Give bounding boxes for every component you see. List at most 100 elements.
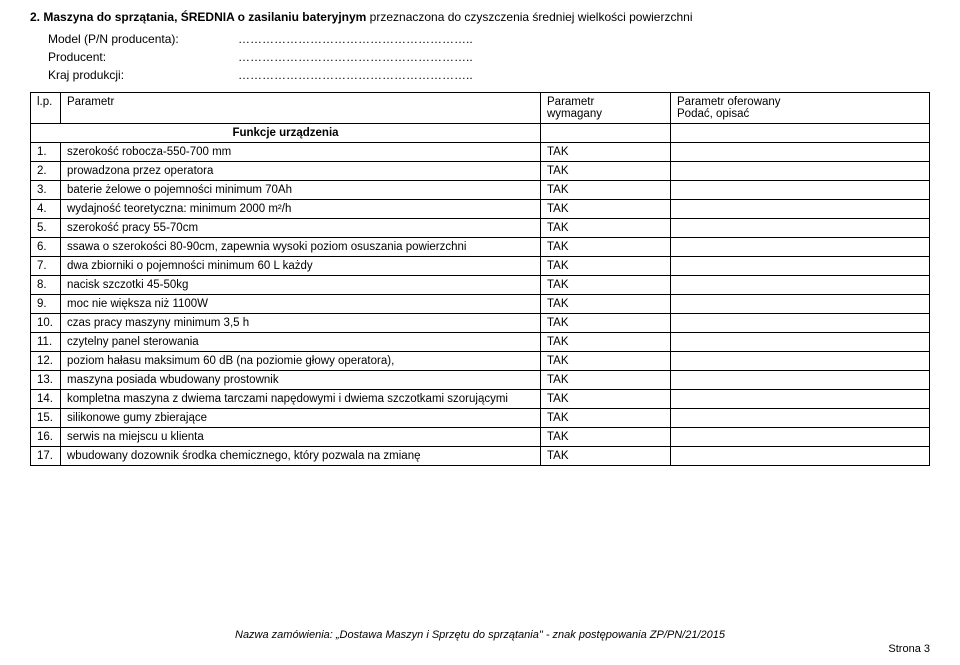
meta-model-label: Model (P/N producenta): xyxy=(48,32,238,46)
section-number: 2. xyxy=(30,10,40,24)
cell-param: czytelny panel sterowania xyxy=(61,333,541,352)
cell-param: szerokość pracy 55-70cm xyxy=(61,219,541,238)
cell-lp: 6. xyxy=(31,238,61,257)
cell-lp: 5. xyxy=(31,219,61,238)
table-row: 14.kompletna maszyna z dwiema tarczami n… xyxy=(31,390,930,409)
cell-lp: 4. xyxy=(31,200,61,219)
cell-param: wydajność teoretyczna: minimum 2000 m²/h xyxy=(61,200,541,219)
th-req: Parametr wymagany xyxy=(541,93,671,124)
meta-producent-label: Producent: xyxy=(48,50,238,64)
cell-lp: 7. xyxy=(31,257,61,276)
cell-req: TAK xyxy=(541,428,671,447)
funkcje-empty-req xyxy=(541,124,671,143)
cell-off xyxy=(671,257,930,276)
cell-req: TAK xyxy=(541,219,671,238)
cell-param: prowadzona przez operatora xyxy=(61,162,541,181)
footer-page: Strona 3 xyxy=(30,643,930,655)
cell-param: dwa zbiorniki o pojemności minimum 60 L … xyxy=(61,257,541,276)
cell-param: ssawa o szerokości 80-90cm, zapewnia wys… xyxy=(61,238,541,257)
table-row: 4.wydajność teoretyczna: minimum 2000 m²… xyxy=(31,200,930,219)
cell-param: maszyna posiada wbudowany prostownik xyxy=(61,371,541,390)
th-param: Parametr xyxy=(61,93,541,124)
cell-param: szerokość robocza-550-700 mm xyxy=(61,143,541,162)
table-row: 3.baterie żelowe o pojemności minimum 70… xyxy=(31,181,930,200)
th-lp: l.p. xyxy=(31,93,61,124)
cell-param: baterie żelowe o pojemności minimum 70Ah xyxy=(61,181,541,200)
cell-off xyxy=(671,333,930,352)
table-row: 10.czas pracy maszyny minimum 3,5 hTAK xyxy=(31,314,930,333)
cell-lp: 1. xyxy=(31,143,61,162)
section-title-rest: przeznaczona do czyszczenia średniej wie… xyxy=(366,10,692,24)
th-off-line2: Podać, opisać xyxy=(677,108,749,120)
table-row: 8.nacisk szczotki 45-50kgTAK xyxy=(31,276,930,295)
table-row: 17.wbudowany dozownik środka chemicznego… xyxy=(31,447,930,466)
cell-off xyxy=(671,143,930,162)
cell-lp: 17. xyxy=(31,447,61,466)
cell-req: TAK xyxy=(541,314,671,333)
cell-param: serwis na miejscu u klienta xyxy=(61,428,541,447)
cell-param: czas pracy maszyny minimum 3,5 h xyxy=(61,314,541,333)
cell-off xyxy=(671,295,930,314)
cell-off xyxy=(671,314,930,333)
table-row: 2.prowadzona przez operatoraTAK xyxy=(31,162,930,181)
cell-lp: 10. xyxy=(31,314,61,333)
th-req-line2: wymagany xyxy=(547,108,602,120)
cell-lp: 15. xyxy=(31,409,61,428)
cell-off xyxy=(671,276,930,295)
cell-off xyxy=(671,219,930,238)
cell-req: TAK xyxy=(541,333,671,352)
cell-off xyxy=(671,162,930,181)
cell-lp: 16. xyxy=(31,428,61,447)
meta-producent-dots: ………………………………………………….. xyxy=(238,50,473,64)
th-off: Parametr oferowany Podać, opisać xyxy=(671,93,930,124)
section-heading: 2. Maszyna do sprzątania, ŚREDNIA o zasi… xyxy=(30,10,930,24)
table-row: 12.poziom hałasu maksimum 60 dB (na pozi… xyxy=(31,352,930,371)
meta-producent: Producent: ………………………………………………….. xyxy=(48,50,930,64)
cell-req: TAK xyxy=(541,200,671,219)
table-row: 1.szerokość robocza-550-700 mmTAK xyxy=(31,143,930,162)
cell-param: nacisk szczotki 45-50kg xyxy=(61,276,541,295)
parameters-table: l.p. Parametr Parametr wymagany Parametr… xyxy=(30,92,930,466)
cell-param: wbudowany dozownik środka chemicznego, k… xyxy=(61,447,541,466)
funkcje-label: Funkcje urządzenia xyxy=(31,124,541,143)
table-row: 16.serwis na miejscu u klientaTAK xyxy=(31,428,930,447)
cell-param: poziom hałasu maksimum 60 dB (na poziomi… xyxy=(61,352,541,371)
footer-text: Nazwa zamówienia: „Dostawa Maszyn i Sprz… xyxy=(30,629,930,641)
cell-off xyxy=(671,428,930,447)
table-row: 6.ssawa o szerokości 80-90cm, zapewnia w… xyxy=(31,238,930,257)
cell-req: TAK xyxy=(541,257,671,276)
cell-param: silikonowe gumy zbierające xyxy=(61,409,541,428)
meta-model-dots: ………………………………………………….. xyxy=(238,32,473,46)
cell-lp: 9. xyxy=(31,295,61,314)
cell-lp: 14. xyxy=(31,390,61,409)
cell-lp: 13. xyxy=(31,371,61,390)
cell-lp: 8. xyxy=(31,276,61,295)
cell-req: TAK xyxy=(541,162,671,181)
meta-kraj: Kraj produkcji: ………………………………………………….. xyxy=(48,68,930,82)
table-row: 11.czytelny panel sterowaniaTAK xyxy=(31,333,930,352)
meta-model: Model (P/N producenta): …………………………………………… xyxy=(48,32,930,46)
cell-req: TAK xyxy=(541,143,671,162)
meta-kraj-dots: ………………………………………………….. xyxy=(238,68,473,82)
funkcje-empty-off xyxy=(671,124,930,143)
cell-off xyxy=(671,200,930,219)
cell-req: TAK xyxy=(541,276,671,295)
cell-off xyxy=(671,371,930,390)
cell-off xyxy=(671,447,930,466)
cell-req: TAK xyxy=(541,295,671,314)
table-header-row: l.p. Parametr Parametr wymagany Parametr… xyxy=(31,93,930,124)
cell-req: TAK xyxy=(541,238,671,257)
cell-off xyxy=(671,390,930,409)
cell-req: TAK xyxy=(541,181,671,200)
table-row: 13.maszyna posiada wbudowany prostownikT… xyxy=(31,371,930,390)
meta-kraj-label: Kraj produkcji: xyxy=(48,68,238,82)
cell-req: TAK xyxy=(541,447,671,466)
footer: Nazwa zamówienia: „Dostawa Maszyn i Sprz… xyxy=(30,629,930,655)
table-row: 15.silikonowe gumy zbierająceTAK xyxy=(31,409,930,428)
cell-req: TAK xyxy=(541,352,671,371)
section-title-bold: Maszyna do sprzątania, ŚREDNIA o zasilan… xyxy=(43,10,366,24)
cell-param: moc nie większa niż 1100W xyxy=(61,295,541,314)
cell-req: TAK xyxy=(541,409,671,428)
th-off-line1: Parametr oferowany xyxy=(677,96,781,108)
cell-req: TAK xyxy=(541,390,671,409)
